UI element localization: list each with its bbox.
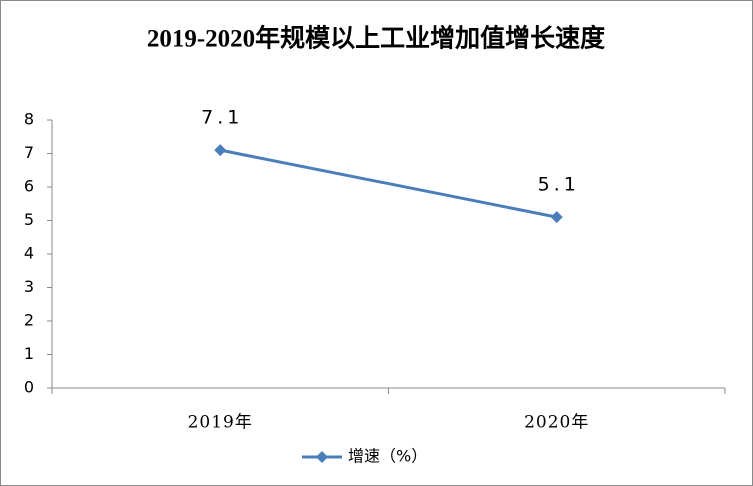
y-tick-label: 1 [24, 344, 34, 363]
y-tick-label: 2 [24, 311, 34, 330]
legend-marker [316, 451, 328, 463]
data-label: 5.1 [538, 174, 580, 196]
chart-title: 2019-2020年规模以上工业增加值增长速度 [147, 24, 605, 53]
y-tick-label: 3 [24, 277, 34, 296]
y-tick-label: 5 [24, 210, 34, 229]
x-tick-label: 2019年 [188, 413, 253, 433]
marker [550, 211, 563, 224]
y-tick-label: 8 [24, 110, 34, 129]
legend-label: 增速（%） [348, 447, 427, 466]
y-tick-label: 4 [24, 244, 34, 263]
x-tick-label: 2020年 [524, 413, 589, 433]
line [219, 148, 558, 219]
marker [214, 144, 227, 157]
data-label: 7.1 [201, 107, 243, 129]
y-tick-label: 6 [24, 177, 34, 196]
y-tick-label: 7 [24, 143, 34, 162]
y-tick-label: 0 [24, 378, 34, 397]
